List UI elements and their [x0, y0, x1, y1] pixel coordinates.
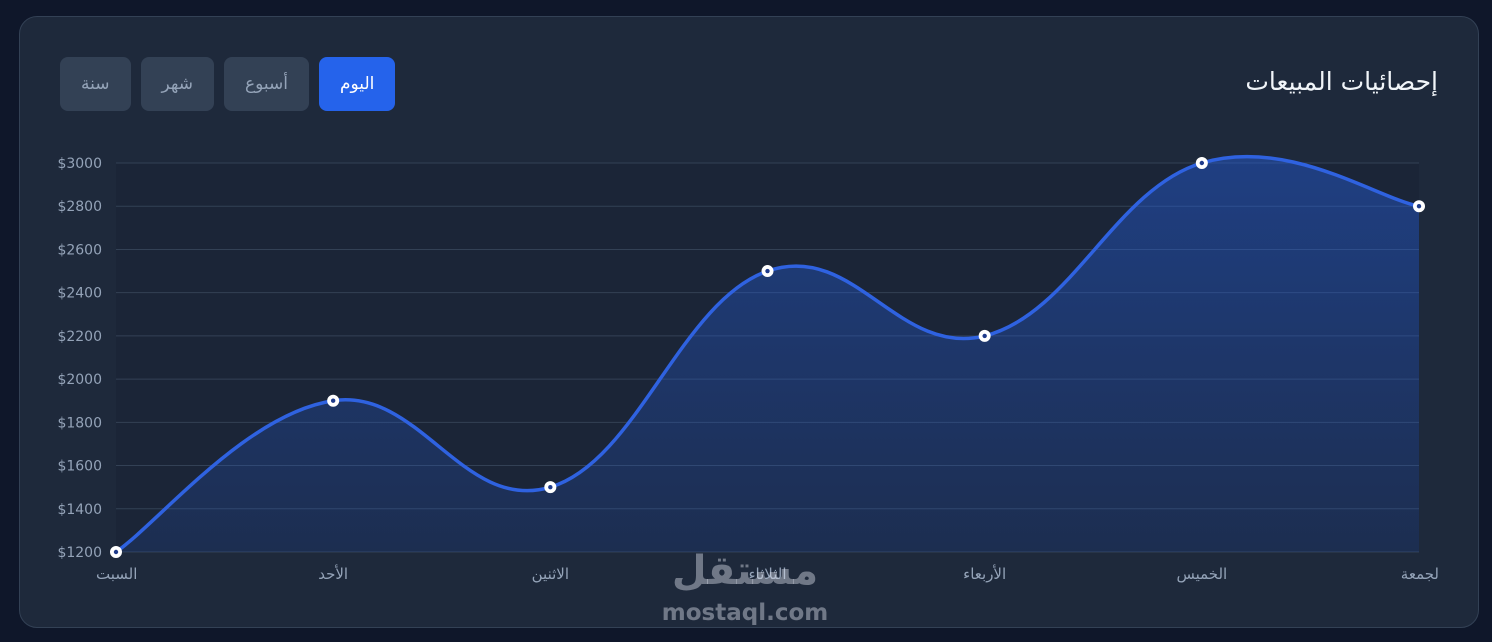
data-point-center [548, 484, 553, 490]
y-tick-label: $1200 [57, 545, 102, 561]
x-tick-label: لجمعة [1401, 565, 1439, 583]
tab-today[interactable]: اليوم [319, 57, 396, 111]
period-tabs: سنة شهر أسبوع اليوم [60, 57, 396, 111]
x-tick-label: الأحد [318, 564, 348, 583]
data-point-center [765, 268, 770, 274]
y-tick-label: $2600 [57, 242, 102, 258]
x-tick-label: الاثنين [532, 565, 569, 583]
y-tick-label: $1800 [57, 415, 102, 431]
data-point-center [1199, 160, 1205, 166]
x-tick-label: الخميس [1176, 565, 1227, 583]
tab-week[interactable]: أسبوع [223, 57, 309, 111]
x-axis: السبت الأحد الاثنين الثلاثاء الأربعاء الخميس ل… [96, 564, 1439, 583]
y-tick-label: $3000 [57, 156, 102, 172]
data-point-center [982, 333, 987, 339]
data-point-center [1416, 204, 1422, 209]
x-tick-label: السبت [96, 565, 137, 583]
tab-year[interactable]: سنة [60, 57, 131, 111]
y-tick-label: $2200 [57, 329, 102, 345]
y-tick-label: $2800 [57, 199, 102, 215]
x-tick-label: الأربعاء [963, 564, 1006, 583]
y-tick-label: $2000 [57, 372, 102, 388]
y-axis: $1200 $1400 $1600 $1800 $2000 $2200 $2400 $2600… [57, 156, 102, 561]
y-tick-label: $1400 [57, 502, 102, 518]
data-points [110, 157, 1425, 558]
y-tick-label: $2400 [57, 286, 102, 302]
x-tick-label: الثلاثاء [748, 565, 786, 583]
y-tick-label: $1600 [57, 459, 102, 475]
tab-month[interactable]: شهر [140, 57, 214, 111]
data-point-center [113, 549, 119, 555]
card-title: إحصائيات المبيعات [1245, 67, 1438, 96]
watermark-arabic: مستقل [671, 548, 819, 594]
watermark-latin: mostaql.com [661, 600, 829, 626]
data-point-center [330, 398, 336, 403]
sales-area [116, 156, 1419, 552]
